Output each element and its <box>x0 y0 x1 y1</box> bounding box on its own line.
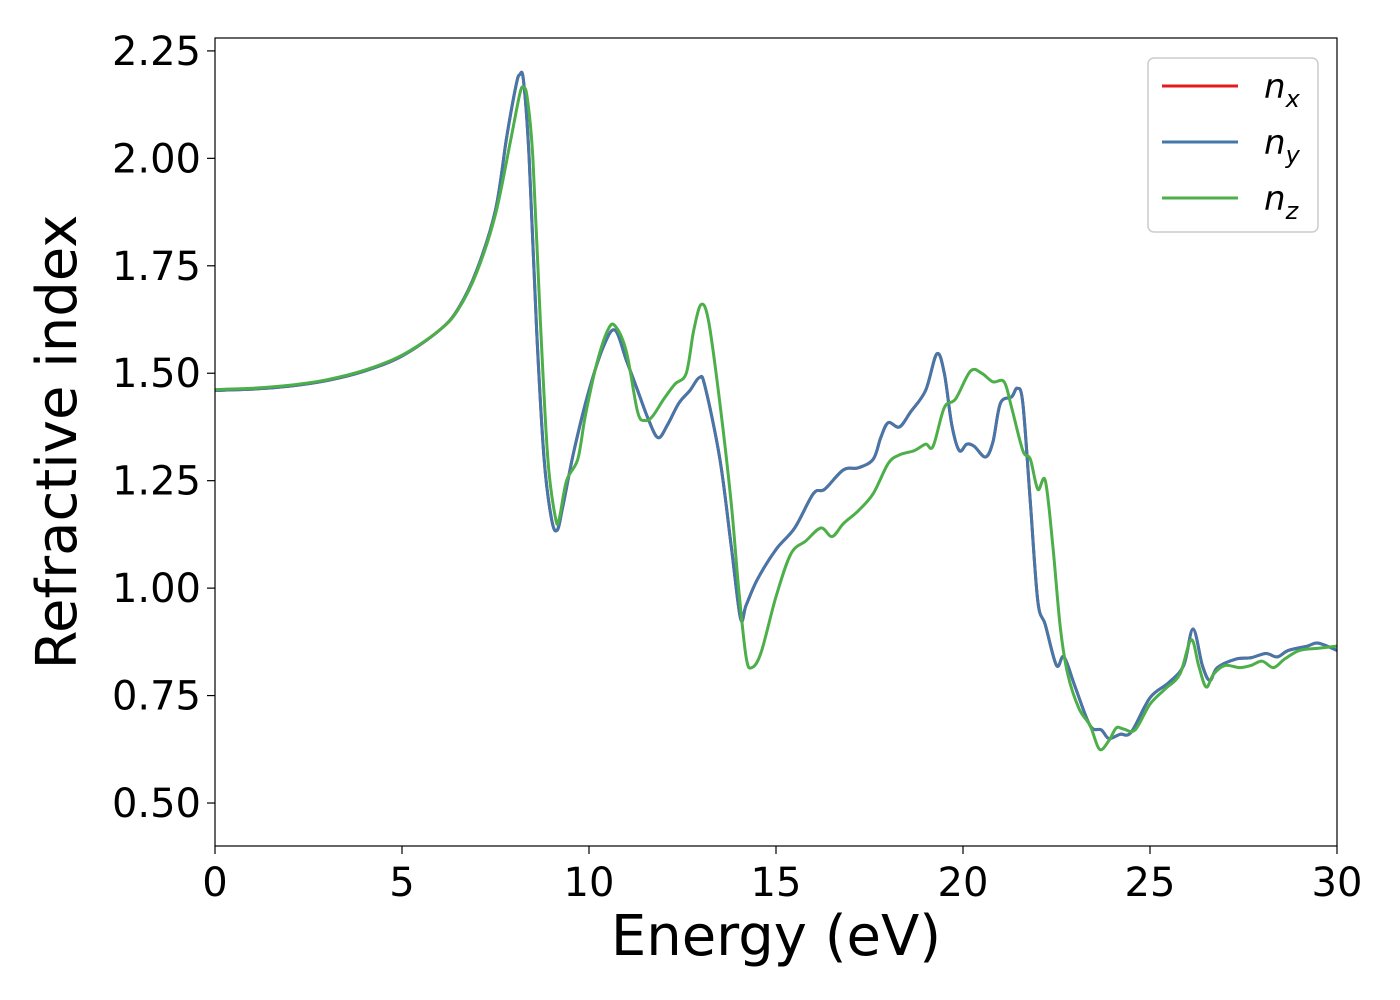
legend-label-base: n <box>1264 67 1286 107</box>
y-tick-label: 2.25 <box>112 29 201 75</box>
y-tick-label: 1.25 <box>112 459 201 505</box>
legend-label-subscript: y <box>1285 141 1301 169</box>
y-tick-label: 1.50 <box>112 351 201 397</box>
x-tick-label: 30 <box>1312 860 1363 906</box>
x-tick-label: 15 <box>751 860 802 906</box>
y-axis-title: Refractive index <box>25 215 90 670</box>
legend-label-base: n <box>1264 179 1286 219</box>
x-axis-title: Energy (eV) <box>611 904 941 969</box>
y-tick-label: 1.00 <box>112 566 201 612</box>
x-axis: 0 5 10 15 20 25 30 <box>202 846 1362 906</box>
legend-label-base: n <box>1264 123 1286 163</box>
y-tick-label: 2.00 <box>112 136 201 182</box>
legend-label-n-z: nz <box>1264 179 1300 225</box>
y-tick-label: 1.75 <box>112 244 201 290</box>
y-tick-label: 0.75 <box>112 674 201 720</box>
y-tick-label: 0.50 <box>112 781 201 827</box>
legend-label-n-x: nx <box>1264 67 1301 113</box>
legend-label-subscript: z <box>1285 197 1300 225</box>
x-tick-label: 25 <box>1125 860 1176 906</box>
y-axis: 0.50 0.75 1.00 1.25 1.50 1.75 2.00 2.25 <box>112 29 215 827</box>
legend-label-n-y: ny <box>1264 123 1301 169</box>
series-layer <box>215 70 1337 752</box>
legend-box <box>1147 57 1319 233</box>
x-tick-label: 5 <box>389 860 414 906</box>
legend-label-subscript: x <box>1285 85 1301 113</box>
x-tick-label: 0 <box>202 860 227 906</box>
x-tick-label: 20 <box>938 860 989 906</box>
series-line-n-z <box>215 85 1337 752</box>
x-tick-label: 10 <box>564 860 615 906</box>
